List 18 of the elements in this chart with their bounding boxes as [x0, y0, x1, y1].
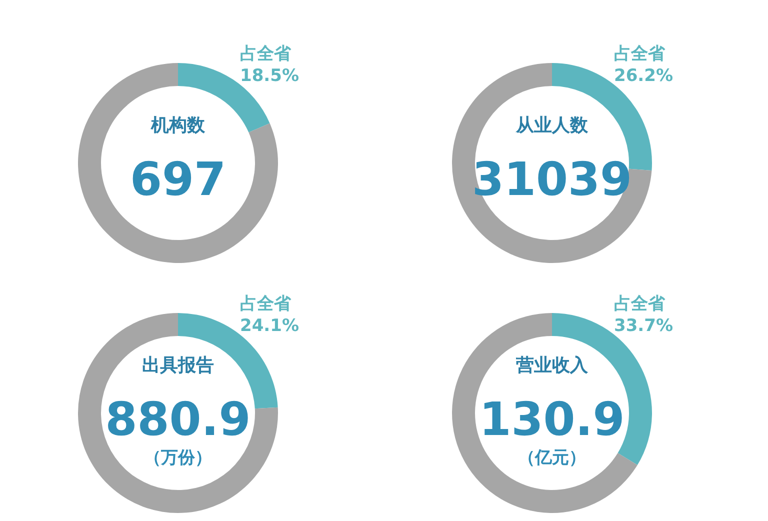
data-label: 33.7% — [614, 316, 673, 336]
text: 31039 — [472, 152, 632, 206]
data-label: 26.2% — [614, 66, 673, 86]
text: 697 — [130, 152, 226, 206]
data-label: 18.5% — [240, 66, 299, 86]
text: 880.9 — [105, 392, 251, 446]
text: 出具报告 — [142, 355, 214, 376]
text: 营业收入 — [515, 355, 589, 376]
slice-label: 占全省 — [240, 44, 292, 64]
slice-label: 占全省 — [240, 294, 292, 314]
text: （亿元） — [518, 448, 586, 468]
slice-label: 占全省 — [614, 44, 666, 64]
text: 从业人数 — [515, 115, 589, 136]
text: 机构数 — [150, 115, 206, 136]
text: （万份） — [144, 448, 212, 468]
text: 130.9 — [479, 392, 625, 446]
data-label: 24.1% — [240, 316, 299, 336]
slice-label: 占全省 — [614, 294, 666, 314]
